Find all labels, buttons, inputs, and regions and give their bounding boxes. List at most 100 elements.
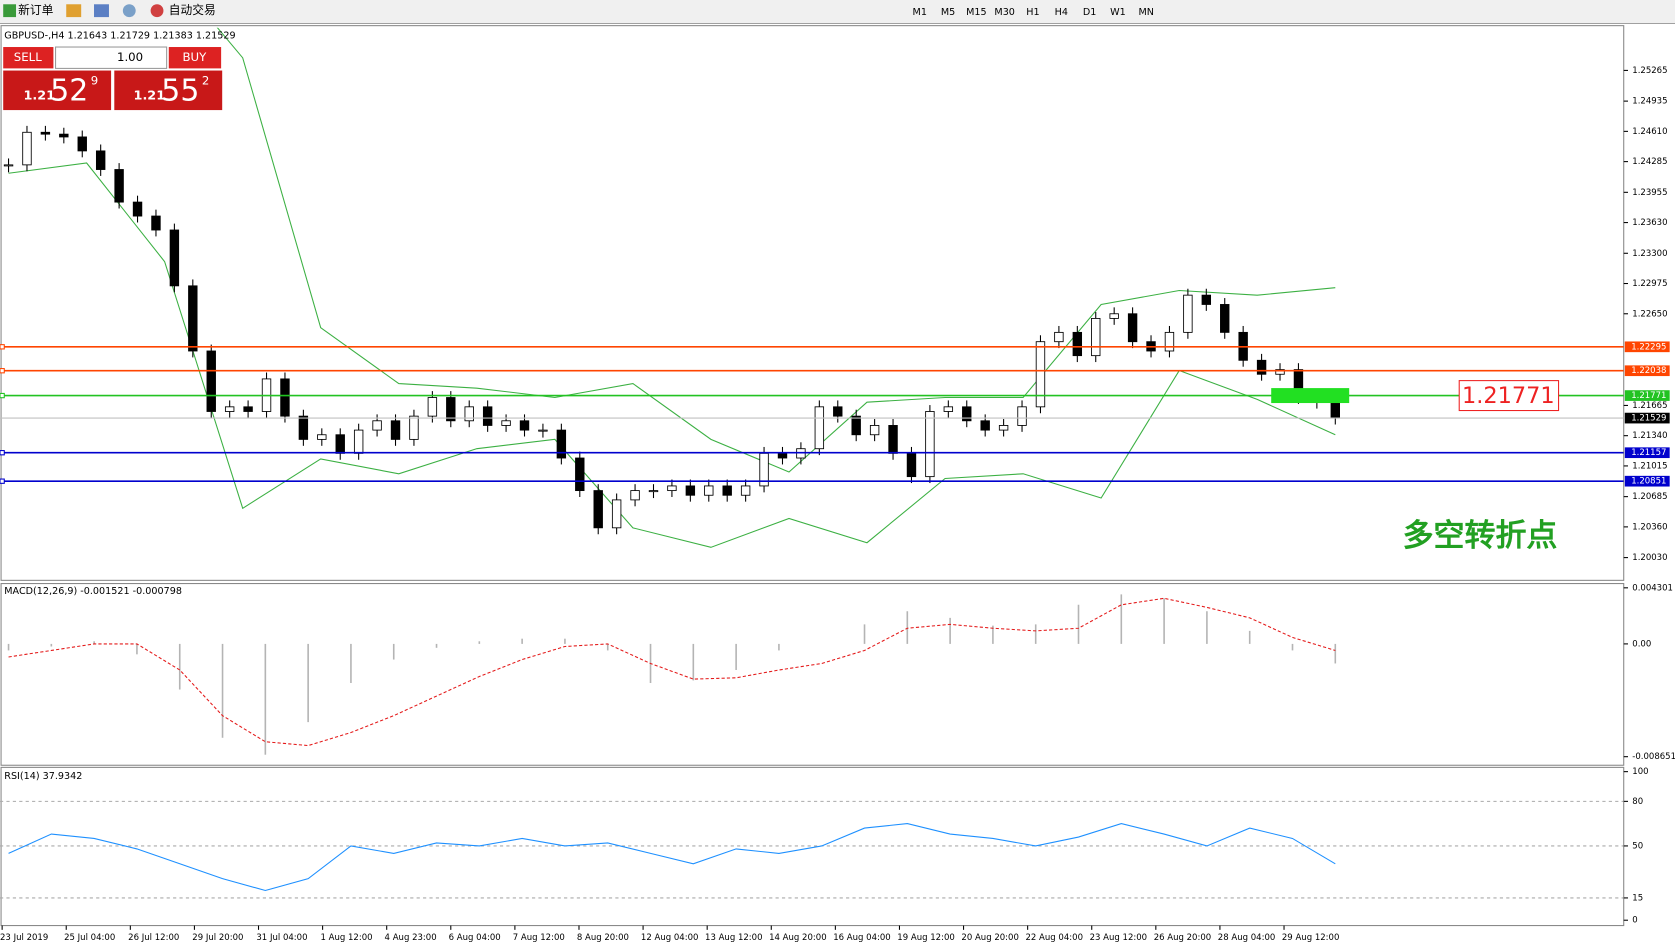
candle [353,429,364,454]
y-tick-label: 1.25265 [1632,66,1667,76]
x-tick-label: 12 Aug 04:00 [641,933,699,943]
y-tick-label: 1.24935 [1632,97,1667,107]
level-label-bg [1624,475,1670,487]
x-tick-label: 25 Jul 04:00 [64,933,115,943]
volume-value[interactable]: 1.00 [117,50,143,64]
candle [427,397,438,417]
icon[interactable] [66,4,82,18]
y-tick-label: 0 [1632,916,1637,926]
candle [833,406,843,417]
candle [1164,331,1175,352]
y-tick-label: 1.24285 [1632,157,1667,167]
candle [501,420,511,426]
candle [390,420,401,440]
level-label: 1.22295 [1631,342,1666,352]
toolbar [0,0,1675,24]
buy-price-box[interactable] [114,70,223,111]
candle [132,201,143,217]
candle [980,420,990,431]
timeframe-button[interactable]: M15 [966,7,987,18]
buy-price-main: 55 [161,73,199,108]
timeframe-button[interactable]: H4 [1055,7,1068,18]
timeframe-button[interactable]: M1 [913,7,927,18]
y-tick-label: 80 [1632,797,1643,807]
candle [869,425,880,436]
candle [685,485,696,496]
timeframe-button[interactable]: M30 [994,7,1015,18]
x-tick-label: 8 Aug 20:00 [577,933,629,943]
y-tick-label: 1.23955 [1632,188,1667,198]
y-tick-label: 50 [1632,841,1643,851]
macd-signal [8,597,1336,747]
main-plot [0,27,1624,548]
timeframe-button[interactable]: M5 [941,7,955,18]
macd-plot [7,594,1337,755]
candle [114,169,124,203]
x-tick-label: 14 Aug 20:00 [769,933,827,943]
y-tick-label: 100 [1632,767,1648,777]
y-tick-label: 0.004301 [1632,583,1673,593]
timeframe-button[interactable]: D1 [1083,7,1097,18]
y-tick-label: 0.00 [1632,639,1651,649]
toolbar-items: 新订单 自动交易 [3,3,216,17]
candle [3,164,14,167]
macd-panel [0,583,1625,766]
volume-input[interactable] [55,46,168,69]
new-order-button[interactable]: 新订单 [18,3,53,17]
candle [169,229,180,287]
candle [298,415,309,440]
buy-button[interactable] [168,47,222,69]
sell-price-box[interactable] [3,70,112,111]
timeframe-button[interactable]: H1 [1026,7,1039,18]
sell-button[interactable] [3,47,54,69]
symbol-header: GBPUSD-,H4 1.21643 1.21729 1.21383 1.215… [4,30,235,41]
candle [409,415,419,440]
x-tick-label: 26 Jul 12:00 [128,933,179,943]
candle [1017,406,1027,426]
level-marker [0,368,5,374]
turning-label-box [1458,380,1560,412]
candle [556,429,567,459]
sell-price-big: 1.21 [24,89,56,104]
main-panel [0,25,1625,581]
bollinger-band [8,162,1336,548]
x-tick-label: 19 Aug 12:00 [897,933,955,943]
x-tick-label: 4 Aug 23:00 [385,933,437,943]
candle [1109,313,1119,319]
candle [59,133,69,138]
icon[interactable] [122,4,136,18]
candle [1072,331,1083,357]
candle [446,397,456,422]
auto-trading-button[interactable]: 自动交易 [169,3,216,17]
icon[interactable] [94,4,109,18]
buy-label[interactable]: BUY [183,50,208,64]
candle [740,485,751,496]
candle [851,415,861,436]
candle [1091,317,1101,357]
auto-trading-icon[interactable] [150,4,164,18]
buy-price-big: 1.21 [134,89,166,104]
sell-price-small: 9 [91,74,98,88]
sell-label[interactable]: SELL [14,50,42,64]
x-tick-label: 31 Jul 04:00 [256,933,307,943]
y-tick-label: 1.22650 [1632,309,1667,319]
candle [1183,294,1193,333]
candle [224,406,235,412]
candle [151,215,161,231]
x-tick-label: 1 Aug 12:00 [320,933,372,943]
candle [1127,313,1138,343]
new-order-icon[interactable] [3,4,17,18]
candle [906,452,917,478]
candle [1220,304,1230,333]
candle [538,429,548,432]
timeframe-button[interactable]: MN [1138,7,1153,18]
buy-price-small: 2 [202,74,209,88]
x-tick-label: 29 Jul 20:00 [192,933,243,943]
timeframe-button[interactable]: W1 [1110,7,1126,18]
x-tick-label: 23 Jul 2019 [0,933,48,943]
bollinger-band [216,27,1336,473]
candle [482,406,493,426]
candle [317,434,327,440]
